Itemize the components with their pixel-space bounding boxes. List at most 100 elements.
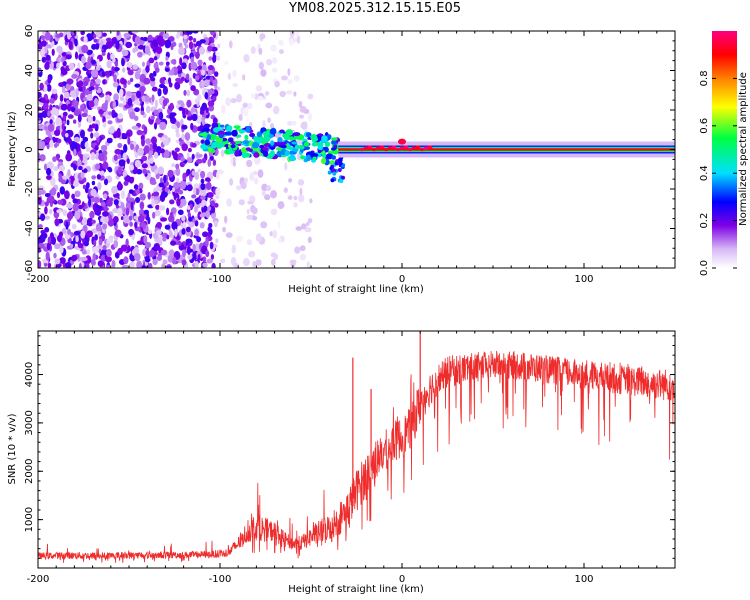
spectrogram-cell — [141, 95, 146, 102]
spectrogram-cell — [56, 62, 60, 69]
spectrogram-cell — [58, 176, 63, 183]
spectrogram-cell — [53, 166, 59, 172]
spectrogram-cell — [276, 151, 282, 156]
spectrogram-cell — [209, 155, 214, 161]
spectrogram-cell — [258, 47, 263, 55]
spectrogram-cell — [306, 221, 310, 227]
spectrogram-cell — [135, 197, 141, 203]
spectrogram-cell — [141, 138, 145, 147]
spectrogram-cell — [177, 31, 181, 37]
y-tick-label: -20 — [24, 181, 35, 197]
spectrogram-cell — [321, 158, 327, 164]
spectrogram-cell — [137, 215, 145, 223]
spectrogram-cell — [242, 107, 249, 117]
spectrogram-cell — [229, 40, 233, 49]
spectrogram-cell — [196, 236, 202, 243]
spectrogram-cell — [178, 241, 182, 246]
spectrogram-cell — [54, 218, 60, 227]
spectrogram-cell — [77, 243, 84, 249]
spectrogram-cell — [117, 113, 123, 120]
spectrogram-cell — [331, 168, 336, 173]
spectrogram-cell — [221, 104, 226, 114]
spectrogram-cell — [375, 146, 381, 151]
spectrogram-cell — [97, 230, 102, 237]
spectrogram-cell — [287, 195, 293, 200]
spectrogram-cell — [125, 132, 130, 137]
y-tick-label: 1000 — [24, 507, 35, 532]
spectrogram-cell — [148, 57, 155, 64]
spectrogram-cell — [149, 157, 154, 164]
spectrogram-cell — [236, 185, 242, 191]
spectrogram-cell — [217, 43, 221, 49]
spectrogram-cell — [216, 171, 220, 180]
spectrogram-cell — [45, 251, 50, 261]
spectrogram-cell — [270, 140, 275, 146]
spectrogram-cell — [88, 49, 93, 55]
spectrogram-cell — [169, 211, 174, 220]
spectrogram-cell — [291, 120, 297, 126]
spectrogram-cell — [387, 146, 393, 151]
spectrogram-cell — [134, 107, 140, 113]
spectrogram-cell — [197, 59, 203, 66]
spectrogram-cell — [126, 91, 133, 97]
spectrogram-cell — [212, 159, 217, 166]
spectrogram-cell — [122, 170, 128, 177]
spectrogram-cell — [156, 35, 164, 45]
spectrogram-cell — [106, 138, 113, 144]
spectrogram-cell — [71, 193, 75, 200]
spectrogram-cell — [189, 203, 193, 209]
spectrogram-cell — [244, 134, 249, 141]
spectrogram-cell — [204, 139, 211, 146]
spectrogram-cell — [249, 172, 255, 181]
spectrogram-cell — [250, 93, 256, 98]
spectrogram-cell — [383, 147, 389, 152]
spectrogram-cell — [160, 249, 168, 256]
spectrogram-cell — [94, 234, 98, 241]
spectrogram-cell — [246, 159, 253, 168]
spectrogram-cell — [246, 208, 250, 215]
spectrogram-cell — [67, 114, 74, 119]
spectrogram-cell — [224, 215, 228, 224]
spectrogram-cell — [141, 265, 146, 268]
spectrogram-cell — [277, 220, 281, 229]
spectrogram-cell — [255, 233, 262, 242]
spectrogram-cell — [203, 123, 211, 128]
spectrogram-cell — [158, 111, 164, 121]
spectrogram-cell — [61, 227, 67, 235]
spectrogram-cell — [113, 67, 120, 72]
spectrogram-cell — [38, 242, 45, 249]
spectrogram-feature — [398, 138, 406, 145]
spectrogram-cell — [269, 231, 274, 237]
spectrogram-cell — [171, 221, 178, 231]
spectrogram-cell — [287, 78, 293, 84]
spectrogram-cell — [117, 207, 123, 217]
spectrogram-cell — [427, 145, 433, 149]
spectrogram-cell — [152, 258, 158, 266]
spectrogram-cell — [86, 217, 94, 227]
spectrogram-cell — [151, 115, 155, 120]
spectrogram-cell — [44, 31, 51, 41]
spectrogram-cell — [99, 170, 105, 176]
spectrogram-cell — [191, 142, 197, 148]
spectrogram-cell — [303, 141, 310, 147]
spectrogram-cell — [57, 138, 62, 144]
spectrogram-cell — [187, 147, 192, 153]
spectrogram-cell — [162, 99, 168, 107]
spectrogram-cell — [127, 192, 131, 202]
spectrogram-cell — [235, 134, 242, 138]
spectrogram-cell — [66, 119, 70, 126]
spectrogram-cell — [201, 116, 205, 126]
spectrogram-cell — [167, 169, 174, 178]
spectrogram-cell — [188, 41, 194, 50]
spectrogram-cell — [180, 76, 185, 82]
spectrogram-cell — [136, 260, 143, 268]
spectrogram-cell — [289, 259, 297, 265]
spectrogram-cell — [232, 69, 237, 78]
spectrogram-cell — [53, 252, 57, 259]
spectrogram-cell — [65, 221, 69, 230]
spectrogram-cell — [304, 227, 312, 233]
spectrogram-cell — [230, 144, 236, 149]
spectrogram-cell — [106, 37, 112, 42]
spectrogram-cell — [219, 124, 225, 128]
